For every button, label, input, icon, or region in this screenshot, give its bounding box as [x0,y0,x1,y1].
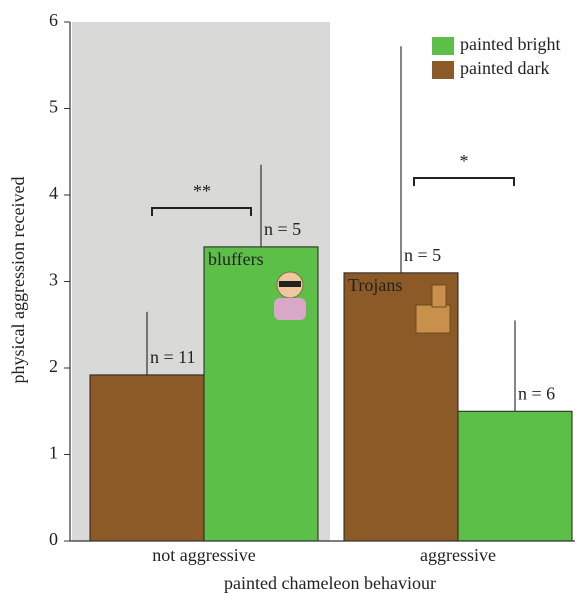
bar [90,375,204,541]
y-tick-label: 3 [49,270,58,290]
y-tick-label: 1 [49,443,58,463]
y-tick-label: 5 [49,97,58,117]
y-tick-label: 6 [49,10,58,30]
y-tick-label: 4 [49,183,58,203]
x-tick-label: aggressive [420,545,496,565]
page: ** * painted chameleon behaviour physica… [0,0,584,604]
n-label: n = 6 [518,383,555,403]
n-label: n = 11 [150,347,195,367]
bar [458,411,572,541]
significance-bracket [414,178,514,186]
x-axis-label: painted chameleon behaviour [224,573,436,593]
significance-label: * [460,151,469,171]
n-label: n = 5 [404,245,441,265]
y-tick-label: 2 [49,356,58,376]
y-axis-label: physical aggression received [8,177,28,384]
chart: ** * painted chameleon behaviour physica… [0,0,584,599]
x-tick-label: not aggressive [152,545,255,565]
n-label: n = 5 [264,219,301,239]
legend-label: painted bright [460,34,560,54]
significance-label: ** [193,181,211,201]
bar-label: bluffers [208,249,264,269]
y-tick-label: 0 [49,529,58,549]
legend-label: painted dark [460,58,549,78]
legend-swatch [432,37,454,55]
bar-label: Trojans [348,275,402,295]
legend-swatch [432,61,454,79]
